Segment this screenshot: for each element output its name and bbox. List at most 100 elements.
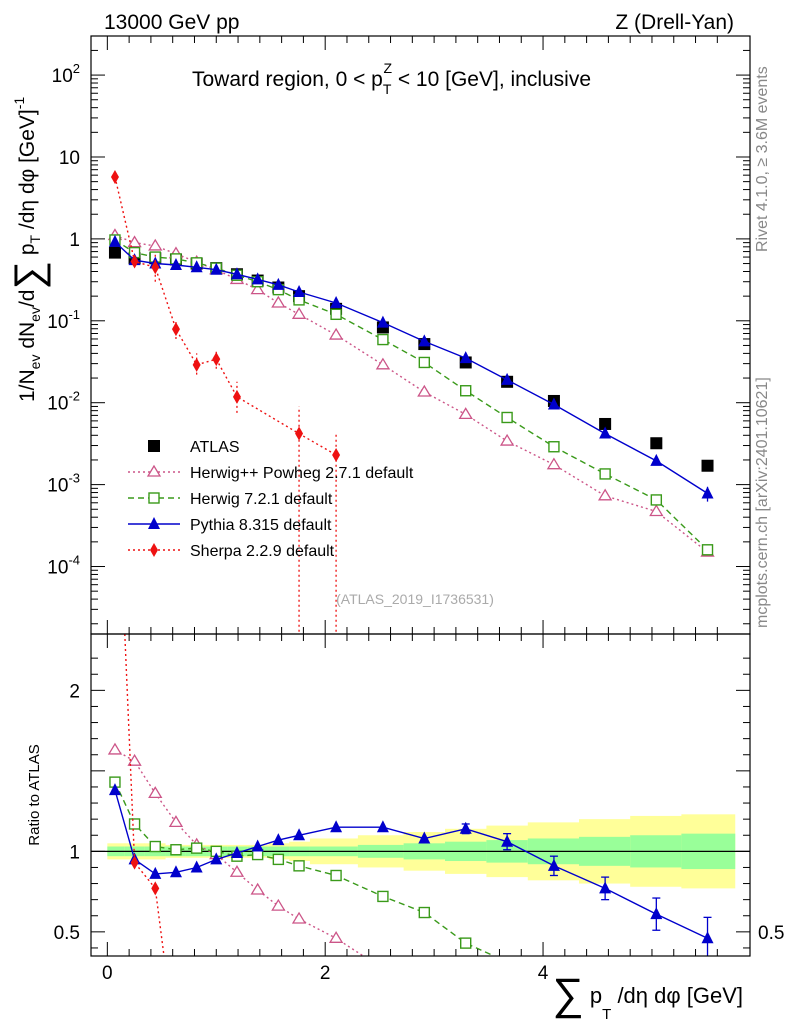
ratio-point-herwig7 [170, 844, 182, 856]
ratio-y-tick-label-right: 0.5 [758, 923, 784, 944]
ratio-point-herwig7 [149, 840, 161, 853]
ratio-point-herwig7 [272, 853, 285, 866]
ratio-point-herwig7 [460, 937, 472, 949]
main-point-sherpa [151, 260, 160, 275]
ratio-point-pythia [418, 831, 431, 844]
ratio-frame [90, 633, 751, 957]
main-point-pythia [210, 262, 223, 275]
ratio-point-herwig7 [128, 818, 141, 830]
main-y-tick-label: 10-1 [47, 307, 80, 333]
ratio-point-pythia [251, 839, 264, 852]
main-point-pythia [376, 315, 389, 328]
main-point-herwigpp [417, 384, 432, 397]
ratio-point-pythia [272, 833, 285, 846]
ratio-xlabel: ∑ pT /dη dφ [GeV] [552, 970, 743, 1023]
legend-marker-pythia [148, 517, 160, 529]
ratio-point-pythia [547, 858, 560, 871]
main-point-herwigpp [649, 504, 664, 517]
ratio-point-pythia [210, 852, 223, 865]
main-point-pythia [251, 272, 264, 285]
main-point-herwig7 [501, 411, 513, 424]
main-point-herwig7 [460, 385, 472, 397]
legend-marker-herwigpp [146, 464, 162, 477]
main-ylabel: 1/Nev dNev/d∑ pT /dη dφ [GeV]-1 [7, 97, 51, 402]
legend-label-pythia: Pythia 8.315 default [190, 517, 332, 534]
ratio-point-herwigpp [328, 931, 344, 943]
main-point-herwigpp [375, 357, 391, 370]
main-point-atlas [650, 437, 663, 450]
ratio-x-tick-label: 0 [102, 963, 113, 984]
main-point-herwigpp [499, 433, 515, 446]
ratio-y-tick-label: 2 [69, 681, 80, 702]
main-point-herwigpp [291, 307, 307, 319]
main-point-herwigpp [148, 238, 163, 251]
main-point-pythia [108, 234, 121, 247]
ratio-point-pythia [599, 881, 612, 894]
main-point-sherpa [295, 426, 304, 441]
ratio-point-pythia [501, 834, 514, 847]
ratio-point-herwigpp [271, 898, 286, 911]
main-y-tick-label: 10 [59, 148, 80, 169]
ratio-point-pythia [293, 828, 306, 841]
main-point-pythia [330, 295, 343, 308]
ratio-point-pythia [230, 845, 243, 858]
main-y-tick-label: 102 [52, 61, 80, 87]
analysis-watermark: (ATLAS_2019_I1736531) [336, 591, 494, 607]
ratio-point-pythia [190, 860, 203, 873]
main-point-pythia [547, 397, 560, 410]
ratio-point-herwigpp [168, 815, 184, 828]
process-label: Z (Drell-Yan) [615, 11, 734, 34]
ratio-point-herwig7 [377, 890, 389, 903]
main-line-sherpa [114, 176, 337, 456]
ratio-x-tick-label: 4 [538, 963, 549, 984]
main-point-pythia [599, 426, 612, 439]
ratio-y-tick-label: 0.5 [54, 923, 80, 944]
main-point-pythia [293, 284, 306, 297]
main-point-sherpa [232, 389, 241, 404]
main-point-herwig7 [650, 494, 663, 506]
main-y-tick-label: 10-2 [47, 389, 80, 415]
main-point-atlas [108, 246, 121, 259]
main-point-atlas [599, 417, 612, 430]
main-point-pythia [190, 260, 203, 273]
legend-entry-pythia: Pythia 8.315 default [128, 517, 332, 534]
energy-label: 13000 GeV pp [104, 11, 239, 34]
mcplots-label: mcplots.cern.ch [arXiv:2401.10621] [754, 377, 771, 628]
legend-label-herwig7: Herwig 7.2.1 default [190, 491, 333, 508]
ratio-x-tick-label: 2 [320, 963, 331, 984]
legend-marker-herwig7 [148, 492, 160, 504]
main-point-sherpa [332, 447, 341, 462]
ratio-point-herwig7 [418, 906, 431, 919]
main-point-sherpa [130, 254, 139, 269]
main-y-tick-label: 10-4 [47, 553, 80, 579]
main-point-sherpa [110, 169, 119, 184]
legend: ATLAS Herwig++ Powheg 2.7.1 default Herwig… [128, 439, 414, 560]
legend-label-sherpa: Sherpa 2.2.9 default [190, 543, 335, 560]
ratio-point-pythia [169, 865, 182, 878]
ratio-point-pythia [701, 931, 714, 944]
main-point-herwigpp [328, 327, 344, 340]
main-point-pythia [230, 267, 243, 280]
ratio-point-herwig7 [330, 869, 342, 882]
main-point-pythia [650, 453, 663, 466]
ratio-point-herwigpp [291, 911, 307, 924]
ratio-point-pythia [330, 820, 343, 833]
rivet-version-label: Rivet 4.1.0, ≥ 3.6M events [754, 66, 771, 252]
ratio-point-pythia [650, 907, 663, 920]
main-point-herwig7 [548, 441, 560, 453]
ratio-y-tick-label: 1 [69, 842, 80, 863]
legend-marker-sherpa [150, 543, 158, 557]
legend-entry-sherpa: Sherpa 2.2.9 default [128, 543, 335, 560]
legend-marker-atlas [148, 440, 160, 452]
main-point-sherpa [212, 352, 221, 367]
main-point-herwigpp [546, 457, 562, 470]
legend-label-herwigpp: Herwig++ Powheg 2.7.1 default [190, 465, 414, 482]
main-point-pythia [701, 486, 714, 499]
ratio-point-herwigpp [107, 742, 123, 755]
main-point-pythia [418, 334, 431, 347]
main-panel: 10-4 10-3 10-2 10-1 1 10 102 Toward region, 0 … [7, 35, 751, 635]
ratio-point-pythia [459, 821, 472, 834]
ratio-point-pythia [149, 866, 162, 879]
ratio-point-herwigpp [229, 865, 245, 877]
